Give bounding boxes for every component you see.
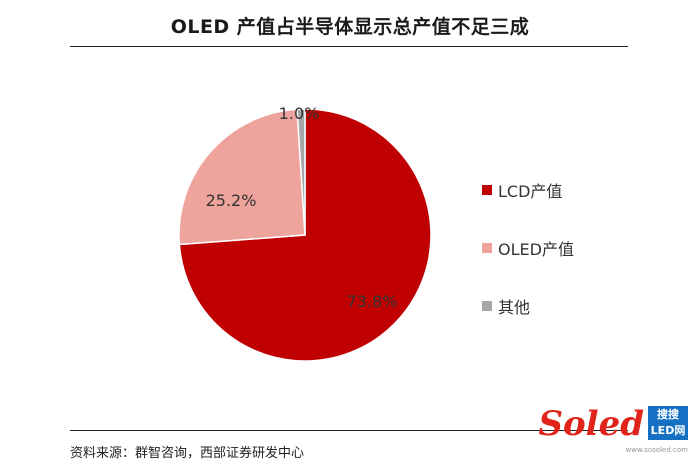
pie-slice-other xyxy=(296,108,306,236)
pie-slices xyxy=(178,108,432,362)
source-rule xyxy=(70,430,628,431)
watermark-url: www.sosoled.com xyxy=(625,446,689,454)
watermark-brand: 搜搜 LED网 xyxy=(648,406,688,440)
slice-label-lcd: 73.8% xyxy=(347,292,398,311)
slice-label-other: 1.0% xyxy=(279,104,320,123)
legend-item-oled: OLED产值 xyxy=(482,236,574,260)
pie-slice-oled xyxy=(178,108,306,246)
watermark-logo: Soled xyxy=(538,404,644,444)
pie-labels: 73.8% 25.2% 1.0% xyxy=(206,104,398,311)
chart-title: OLED 产值占半导体显示总产值不足三成 xyxy=(170,16,530,38)
legend-swatch-lcd xyxy=(482,185,492,195)
watermark: Soled 搜搜 LED网 www.sosoled.com xyxy=(538,402,688,456)
slice-label-oled: 25.2% xyxy=(206,191,257,210)
legend-item-lcd: LCD产值 xyxy=(482,178,574,202)
chart-legend: LCD产值 OLED产值 其他 xyxy=(482,178,574,352)
legend-item-other: 其他 xyxy=(482,294,574,318)
title-rule xyxy=(70,46,628,47)
legend-label-other: 其他 xyxy=(498,298,531,317)
legend-label-oled: OLED产值 xyxy=(498,240,574,259)
legend-swatch-oled xyxy=(482,243,492,253)
legend-label-lcd: LCD产值 xyxy=(498,182,563,201)
legend-swatch-other xyxy=(482,301,492,311)
source-note: 资料来源：群智咨询，西部证券研发中心 xyxy=(70,446,305,461)
